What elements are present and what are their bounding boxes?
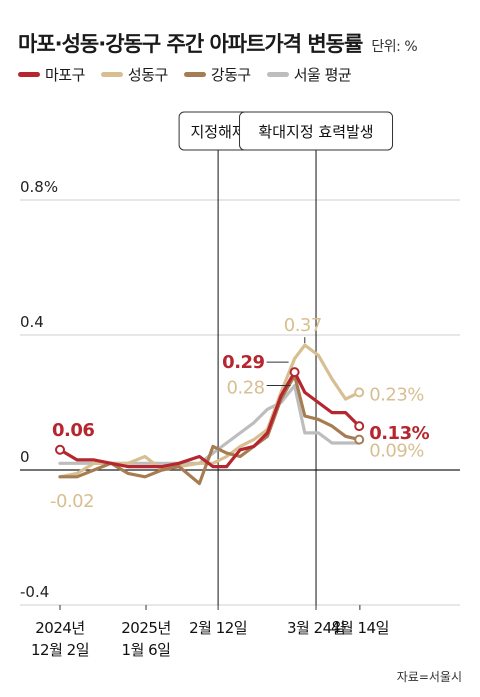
series-line (58, 373, 361, 486)
chart-title-row: 마포·성동·강동구 주간 아파트가격 변동률 단위: % (18, 28, 418, 58)
data-point-marker (354, 434, 365, 445)
chart-unit: 단위: % (371, 39, 418, 55)
legend-swatch (266, 72, 289, 77)
chart-title: 마포·성동·강동구 주간 아파트가격 변동률 (18, 32, 363, 56)
data-label: 0.23% (369, 384, 424, 405)
data-label: -0.02 (50, 491, 94, 512)
legend: 마포구 성동구 강동구 서울 평균 (18, 64, 352, 85)
x-tick-label: 12월 2일 (31, 641, 89, 659)
legend-label: 성동구 (127, 66, 168, 84)
legend-label: 마포구 (45, 66, 85, 84)
data-label: 0.29 (222, 352, 264, 373)
data-label: 0.06 (52, 420, 94, 441)
x-tick-label: 1월 6일 (122, 641, 171, 659)
legend-label: 서울 평균 (293, 66, 352, 84)
data-point-marker (289, 367, 300, 378)
legend-item: 마포구 (18, 64, 85, 85)
source-note: 자료=서울시 (396, 670, 462, 684)
legend-swatch (100, 72, 123, 77)
y-tick-label: 0 (20, 448, 30, 466)
x-tick-label: 3월 24일 (287, 619, 345, 637)
y-tick-label: -0.4 (20, 583, 49, 601)
event-box (239, 111, 394, 151)
data-point-marker (55, 444, 65, 455)
x-tick-label: 2024년 (35, 619, 84, 637)
x-tick-label: 4월 14일 (331, 619, 389, 637)
event-label: 확대지정 효력발생 (258, 123, 373, 141)
series-line (58, 370, 361, 469)
legend-item: 강동구 (183, 64, 251, 85)
data-label: 0.09% (369, 441, 424, 462)
legend-swatch (183, 72, 206, 77)
legend-item: 서울 평균 (266, 64, 352, 85)
legend-item: 성동구 (100, 64, 168, 85)
legend-label: 강동구 (210, 66, 251, 84)
data-label: 0.13% (369, 423, 429, 444)
data-point-marker (354, 387, 365, 398)
data-label: 0.37 (284, 315, 322, 336)
event-label: 지정해제 (190, 123, 245, 141)
legend-swatch (18, 72, 40, 77)
x-tick-label: 2025년 (121, 619, 170, 637)
data-point-marker (354, 421, 365, 432)
y-tick-label: 0.8% (20, 178, 58, 196)
y-tick-label: 0.4 (20, 313, 44, 331)
data-label: 0.28 (227, 378, 265, 399)
x-tick-label: 2월 12일 (189, 619, 247, 637)
